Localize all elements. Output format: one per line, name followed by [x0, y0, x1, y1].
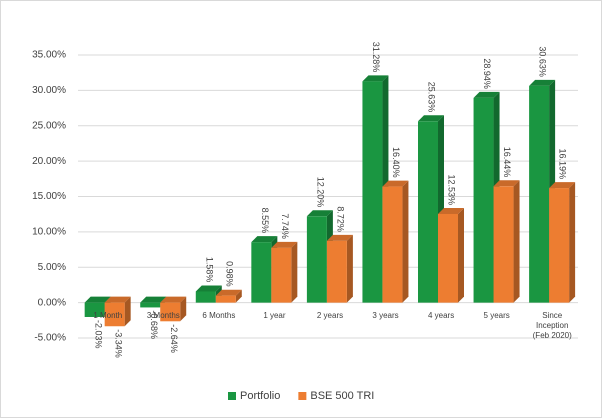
bar: [104, 302, 125, 327]
bar: [215, 295, 236, 303]
bar-side: [569, 182, 576, 303]
x-tick-label: 1 Month: [93, 310, 123, 320]
legend-label: Portfolio: [240, 390, 280, 402]
y-tick-label: 0.00%: [38, 297, 66, 308]
bar: [160, 302, 181, 322]
bar: [438, 213, 458, 303]
bar: [473, 97, 494, 303]
value-label: 16.19%: [558, 149, 568, 180]
bar: [84, 302, 105, 317]
bar-top: [493, 180, 520, 187]
bar-side: [124, 296, 131, 327]
y-tick-label: 20.00%: [32, 156, 66, 167]
bar-top: [418, 115, 444, 122]
value-label: 31.28%: [371, 42, 381, 73]
value-label: 16.44%: [502, 147, 512, 178]
bar-top: [215, 289, 242, 296]
y-tick-label: -5.00%: [34, 333, 66, 344]
value-label: 12.53%: [447, 174, 457, 205]
legend-label: BSE 500 TRI: [310, 390, 374, 402]
bar-top: [382, 180, 409, 187]
bar-top: [473, 91, 500, 98]
bar: [549, 188, 570, 303]
value-label: 8.55%: [260, 208, 270, 234]
legend-swatch: [228, 392, 236, 400]
y-tick-label: 10.00%: [32, 227, 66, 238]
x-tick-label: 4 years: [427, 310, 455, 320]
bar-side: [235, 289, 242, 303]
bar-top: [271, 241, 298, 248]
bar-side: [291, 241, 298, 303]
bar: [271, 247, 292, 303]
bar-top: [438, 207, 464, 214]
bar-side: [402, 180, 409, 303]
legend-swatch: [298, 392, 307, 400]
bar-top: [362, 75, 389, 82]
bar-side: [513, 180, 520, 303]
x-tick-label: 3 years: [372, 310, 399, 320]
value-label: 25.63%: [427, 82, 437, 113]
bar-top: [549, 182, 576, 189]
bar-top: [84, 296, 111, 303]
value-label: 0.98%: [224, 261, 234, 287]
value-label: -0.68%: [149, 310, 159, 339]
y-tick-label: 15.00%: [32, 191, 66, 202]
value-label: 1.58%: [204, 257, 214, 283]
x-tick-label: 2 years: [316, 310, 344, 320]
bar: [251, 242, 272, 303]
bar-top: [140, 296, 167, 303]
value-label: 28.94%: [482, 58, 492, 89]
bar: [529, 85, 550, 303]
bar-top: [306, 210, 333, 217]
x-tick-label: 5 years: [483, 310, 510, 320]
x-tick-label: Since Inception (Feb 2020): [532, 310, 572, 340]
x-tick-label: 3 Months: [146, 310, 180, 320]
value-label: -2.64%: [169, 324, 179, 353]
value-label: 16.40%: [391, 147, 401, 178]
x-tick-label: 1 year: [263, 310, 286, 320]
value-label: 8.72%: [336, 206, 346, 232]
bar: [140, 302, 161, 308]
bar: [418, 121, 438, 303]
y-tick-label: 30.00%: [32, 85, 66, 96]
bar-top: [195, 285, 222, 292]
y-tick-label: 35.00%: [32, 50, 66, 61]
bar-top: [104, 296, 131, 303]
bar-side: [458, 207, 464, 303]
bar: [195, 291, 216, 303]
value-label: 30.63%: [538, 46, 548, 77]
bar: [326, 240, 347, 303]
bar: [493, 186, 514, 303]
bar-top: [326, 234, 353, 241]
bar: [362, 81, 383, 303]
bar: [382, 186, 403, 303]
bar-top: [529, 79, 556, 86]
value-label: -2.03%: [93, 320, 103, 349]
bar-side: [180, 296, 187, 322]
y-tick-label: 5.00%: [38, 262, 66, 273]
x-tick-label: 6 Months: [202, 310, 236, 320]
value-label: 7.74%: [280, 213, 290, 239]
value-label: -3.34%: [113, 329, 123, 358]
bar-top: [160, 296, 187, 303]
bar: [306, 216, 327, 303]
y-tick-label: 25.00%: [32, 120, 66, 131]
bar-side: [346, 234, 353, 303]
bar-top: [251, 236, 278, 243]
value-label: 12.20%: [316, 177, 326, 208]
